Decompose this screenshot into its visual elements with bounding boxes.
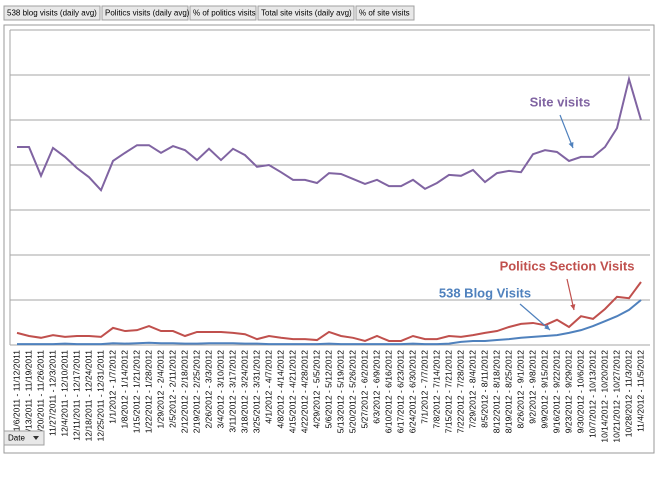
field-button[interactable]: % of politics visits bbox=[189, 5, 257, 21]
x-tick-label: 5/27/2012 - 6/2/2012 bbox=[359, 350, 369, 429]
arrow-head bbox=[568, 142, 574, 148]
x-tick-label: 5/6/2012 - 5/12/2012 bbox=[323, 350, 333, 429]
x-tick-label: 10/14/2012 - 10/20/2012 bbox=[599, 350, 609, 443]
field-button-label[interactable]: 538 blog visits (daily avg) bbox=[7, 9, 97, 18]
axis-button[interactable]: Date bbox=[3, 430, 45, 446]
series-line bbox=[17, 299, 642, 346]
arrow-head bbox=[570, 304, 576, 310]
x-tick-label: 4/15/2012 - 4/21/2012 bbox=[287, 350, 297, 433]
x-tick-label: 1/1/2012 - 1/7/2012 bbox=[107, 350, 117, 424]
x-tick-label: 7/29/2012 - 8/4/2012 bbox=[467, 350, 477, 429]
x-tick-label: 6/24/2012 - 6/30/2012 bbox=[407, 350, 417, 433]
arrow-head bbox=[544, 324, 550, 330]
field-button-label[interactable]: Total site visits (daily avg) bbox=[261, 9, 352, 18]
axis-button-label[interactable]: Date bbox=[8, 434, 25, 443]
x-tick-label: 8/5/2012 - 8/11/2012 bbox=[479, 350, 489, 428]
x-tick-label: 8/12/2012 - 8/18/2012 bbox=[491, 350, 501, 433]
annotation: 538 Blog Visits bbox=[439, 285, 531, 300]
x-tick-label: 12/4/2011 - 12/10/2011 bbox=[59, 350, 69, 437]
x-tick-label: 1/29/2012 - 2/4/2012 bbox=[155, 350, 165, 429]
x-tick-label: 11/6/2011 - 11/12/2011 bbox=[11, 350, 21, 436]
x-tick-label: 4/22/2012 - 4/28/2012 bbox=[299, 350, 309, 433]
x-tick-label: 9/16/2012 - 9/22/2012 bbox=[551, 350, 561, 433]
x-tick-label: 9/2/2012 - 9/8/2012 bbox=[527, 350, 537, 424]
x-tick-label: 1/8/2012 - 1/14/2012 bbox=[119, 350, 129, 429]
x-tick-label: 9/30/2012 - 10/6/2012 bbox=[575, 350, 585, 433]
x-tick-label: 3/18/2012 - 3/24/2012 bbox=[239, 350, 249, 433]
x-tick-label: 10/21/2012 - 10/27/2012 bbox=[611, 350, 621, 443]
x-tick-label: 7/15/2012 - 7/21/2012 bbox=[443, 350, 453, 433]
x-tick-label: 6/17/2012 - 6/23/2012 bbox=[395, 350, 405, 433]
x-tick-label: 10/28/2012 - 11/3/2012 bbox=[623, 350, 633, 438]
field-button[interactable]: % of site visits bbox=[355, 5, 415, 21]
x-tick-label: 7/22/2012 - 7/28/2012 bbox=[455, 350, 465, 433]
x-tick-label: 3/11/2012 - 3/17/2012 bbox=[227, 350, 237, 433]
x-tick-label: 12/25/2011 - 12/31/2011 bbox=[95, 350, 105, 442]
field-button-box[interactable] bbox=[101, 5, 189, 21]
x-tick-label: 3/25/2012 - 3/31/2012 bbox=[251, 350, 261, 433]
annotation-arrow bbox=[519, 303, 551, 331]
x-tick-label: 7/1/2012 - 7/7/2012 bbox=[419, 350, 429, 424]
axis-button-box[interactable] bbox=[3, 430, 45, 446]
x-tick-label: 7/8/2012 - 7/14/2012 bbox=[431, 350, 441, 429]
x-tick-label: 9/9/2012 - 9/15/2012 bbox=[539, 350, 549, 429]
x-tick-label: 6/3/2012 - 6/9/2012 bbox=[371, 350, 381, 424]
field-button-box[interactable] bbox=[189, 5, 257, 21]
x-tick-label: 8/26/2012 - 9/1/2012 bbox=[515, 350, 525, 429]
x-tick-label: 11/20/2011 - 11/26/2011 bbox=[35, 350, 45, 440]
x-tick-label: 9/23/2012 - 9/29/2012 bbox=[563, 350, 573, 433]
x-tick-label: 5/13/2012 - 5/19/2012 bbox=[335, 350, 345, 433]
x-tick-label: 4/29/2012 - 5/5/2012 bbox=[311, 350, 321, 429]
x-tick-label: 10/7/2012 - 10/13/2012 bbox=[587, 350, 597, 438]
x-tick-label: 2/26/2012 - 3/3/2012 bbox=[203, 350, 213, 429]
annotation: Politics Section Visits bbox=[500, 258, 635, 273]
field-button-label[interactable]: Politics visits (daily avg) bbox=[105, 9, 190, 18]
series-line bbox=[17, 75, 642, 193]
x-tick-label: 8/19/2012 - 8/25/2012 bbox=[503, 350, 513, 433]
x-tick-label: 12/11/2011 - 12/17/2011 bbox=[71, 350, 81, 441]
x-tick-label: 2/12/2012 - 2/18/2012 bbox=[179, 350, 189, 433]
x-tick-label: 3/4/2012 - 3/10/2012 bbox=[215, 350, 225, 429]
x-tick-label: 11/4/2012 - 11/5/2012 bbox=[635, 350, 645, 432]
series-line bbox=[16, 281, 642, 343]
annotation-arrow bbox=[559, 114, 574, 149]
x-tick-label: 11/13/2011 - 11/19/2011 bbox=[23, 350, 33, 440]
x-tick-label: 6/10/2012 - 6/16/2012 bbox=[383, 350, 393, 433]
x-tick-label: 5/20/2012 - 5/26/2012 bbox=[347, 350, 357, 433]
field-button[interactable]: Politics visits (daily avg) bbox=[101, 5, 190, 21]
x-tick-label: 4/1/2012 - 4/7/2012 bbox=[263, 350, 273, 424]
field-button[interactable]: Total site visits (daily avg) bbox=[257, 5, 355, 21]
x-tick-label: 12/18/2011 - 12/24/2011 bbox=[83, 350, 93, 442]
field-button[interactable]: 538 blog visits (daily avg) bbox=[3, 5, 101, 21]
field-button-box[interactable] bbox=[3, 5, 101, 21]
field-button-label[interactable]: % of site visits bbox=[359, 9, 410, 18]
field-button-box[interactable] bbox=[257, 5, 355, 21]
chart-area bbox=[3, 24, 655, 454]
x-tick-label: 1/22/2012 - 1/28/2012 bbox=[143, 350, 153, 433]
x-tick-label: 2/19/2012 - 2/25/2012 bbox=[191, 350, 201, 433]
field-button-box[interactable] bbox=[355, 5, 415, 21]
dropdown-arrow[interactable] bbox=[33, 436, 39, 440]
x-tick-label: 2/5/2012 - 2/11/2012 bbox=[167, 350, 177, 428]
field-button-label[interactable]: % of politics visits bbox=[193, 9, 256, 18]
x-tick-label: 4/8/2012 - 4/14/2012 bbox=[275, 350, 285, 429]
x-tick-label: 1/15/2012 - 1/21/2012 bbox=[131, 350, 141, 433]
x-tick-label: 11/27/2011 - 12/3/2011 bbox=[47, 350, 57, 436]
annotation: Site visits bbox=[530, 94, 591, 109]
